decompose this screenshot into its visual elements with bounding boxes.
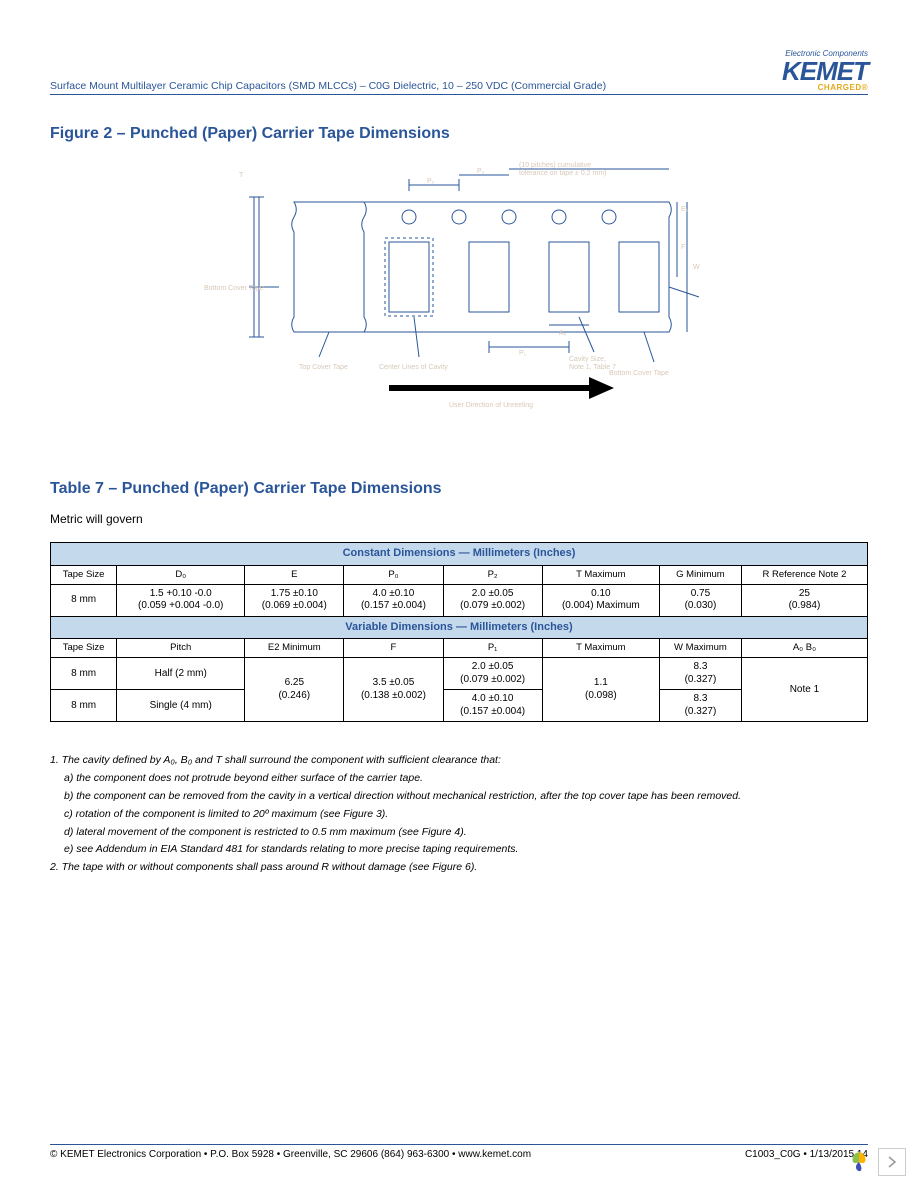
cell-P2: 2.0 ±0.05(0.079 ±0.002) (443, 584, 542, 616)
note-1e: e) see Addendum in EIA Standard 481 for … (50, 841, 868, 859)
logo-name: KEMET (782, 58, 868, 84)
var-row-1: 8 mm Half (2 mm) 6.25(0.246) 3.5 ±0.05(0… (51, 658, 868, 690)
var-band: Variable Dimensions — Millimeters (Inche… (51, 616, 868, 639)
label-T: T (239, 172, 244, 179)
vhdr-Wmax: W Maximum (660, 639, 742, 658)
datasheet-page: Surface Mount Multilayer Ceramic Chip Ca… (0, 0, 918, 1188)
label-P0: P₀ (427, 178, 435, 185)
hdr-P2: P₂ (443, 565, 542, 584)
label-cumulative: (10 pitches) cumulative (519, 162, 591, 169)
vr2-W: 8.3(0.327) (660, 690, 742, 722)
footnotes: 1. The cavity defined by A₀, B₀ and T sh… (50, 752, 868, 877)
cell-R: 25(0.984) (741, 584, 867, 616)
hdr-E: E (245, 565, 344, 584)
vhdr-P1: P₁ (443, 639, 542, 658)
label-cumulative2: tolerance on tape ± 0.2 mm) (519, 170, 607, 177)
label-A0: A₀ (559, 330, 567, 337)
vr1-size: 8 mm (51, 658, 117, 690)
cell-P0: 4.0 ±0.10(0.157 ±0.004) (344, 584, 443, 616)
vhdr-F: F (344, 639, 443, 658)
vr-T: 1.1(0.098) (542, 658, 659, 722)
const-row: 8 mm 1.5 +0.10 -0.0(0.059 +0.004 -0.0) 1… (51, 584, 868, 616)
label-top-cover: Top Cover Tape (299, 364, 348, 371)
dimensions-table: Constant Dimensions — Millimeters (Inche… (50, 542, 868, 722)
figure-heading: Figure 2 – Punched (Paper) Carrier Tape … (50, 125, 868, 143)
table-heading: Table 7 – Punched (Paper) Carrier Tape D… (50, 480, 868, 498)
kemet-logo: Electronic Components KEMET CHARGED® (782, 50, 868, 92)
hdr-P0: P₀ (344, 565, 443, 584)
label-E1: E₁ (681, 206, 689, 213)
cell-G: 0.75(0.030) (660, 584, 742, 616)
vr2-pitch: Single (4 mm) (117, 690, 245, 722)
vhdr-pitch: Pitch (117, 639, 245, 658)
label-center-lines: Center Lines of Cavity (379, 364, 448, 371)
cell-T: 0.10(0.004) Maximum (542, 584, 659, 616)
note-1: 1. The cavity defined by A₀, B₀ and T sh… (50, 752, 868, 770)
viewer-logo-icon (846, 1149, 872, 1175)
hdr-T: T Maximum (542, 565, 659, 584)
hdr-R: R Reference Note 2 (741, 565, 867, 584)
vhdr-Tmax: T Maximum (542, 639, 659, 658)
cell-size: 8 mm (51, 584, 117, 616)
vhdr-E2: E2 Minimum (245, 639, 344, 658)
hdr-tape-size: Tape Size (51, 565, 117, 584)
label-P2: P₂ (477, 168, 485, 175)
note-1a: a) the component does not protrude beyon… (50, 770, 868, 788)
label-cavity-size: Cavity Size, (569, 356, 606, 363)
label-W: W (693, 264, 700, 271)
vr1-P1: 2.0 ±0.05(0.079 ±0.002) (443, 658, 542, 690)
vr1-W: 8.3(0.327) (660, 658, 742, 690)
vr2-P1: 4.0 ±0.10(0.157 ±0.004) (443, 690, 542, 722)
viewer-controls (846, 1148, 906, 1176)
hdr-D: D₀ (117, 565, 245, 584)
vr-AB: Note 1 (741, 658, 867, 722)
note-1d: d) lateral movement of the component is … (50, 824, 868, 842)
header-title: Surface Mount Multilayer Ceramic Chip Ca… (50, 80, 606, 92)
metric-note: Metric will govern (50, 512, 868, 526)
cell-D: 1.5 +0.10 -0.0(0.059 +0.004 -0.0) (117, 584, 245, 616)
vhdr-AB: A₀ B₀ (741, 639, 867, 658)
label-P1: P₁ (519, 350, 527, 357)
hdr-G: G Minimum (660, 565, 742, 584)
next-page-button[interactable] (878, 1148, 906, 1176)
vr-E2: 6.25(0.246) (245, 658, 344, 722)
vr1-pitch: Half (2 mm) (117, 658, 245, 690)
chevron-right-icon (887, 1156, 897, 1168)
note-1c: c) rotation of the component is limited … (50, 806, 868, 824)
vr2-size: 8 mm (51, 690, 117, 722)
note-1b: b) the component can be removed from the… (50, 788, 868, 806)
footer-left: © KEMET Electronics Corporation • P.O. B… (50, 1149, 531, 1160)
label-bottom-cover-right: Bottom Cover Tape (609, 370, 669, 377)
label-F: F (681, 244, 685, 251)
page-footer: © KEMET Electronics Corporation • P.O. B… (50, 1144, 868, 1160)
label-user-direction: User Direction of Unreeling (449, 402, 533, 409)
figure-2-diagram: T P₀ P₂ (10 pitches) cumulative toleranc… (50, 157, 868, 420)
note-2: 2. The tape with or without components s… (50, 859, 868, 877)
cell-E: 1.75 ±0.10(0.069 ±0.004) (245, 584, 344, 616)
label-bottom-cover-left: Bottom Cover Tape (204, 285, 264, 292)
page-header: Surface Mount Multilayer Ceramic Chip Ca… (50, 50, 868, 95)
const-band: Constant Dimensions — Millimeters (Inche… (51, 543, 868, 566)
vhdr-tape-size: Tape Size (51, 639, 117, 658)
vr-F: 3.5 ±0.05(0.138 ±0.002) (344, 658, 443, 722)
